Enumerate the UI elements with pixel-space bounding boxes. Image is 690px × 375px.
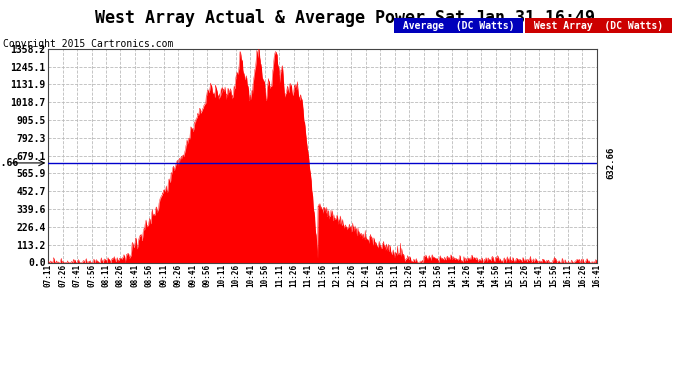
Text: West Array Actual & Average Power Sat Jan 31 16:49: West Array Actual & Average Power Sat Ja… [95,9,595,27]
Text: Average  (DC Watts): Average (DC Watts) [397,21,520,31]
Text: Copyright 2015 Cartronics.com: Copyright 2015 Cartronics.com [3,39,174,50]
Text: 632.66: 632.66 [0,158,18,168]
Text: West Array  (DC Watts): West Array (DC Watts) [528,21,669,31]
Text: 632.66: 632.66 [607,147,615,179]
